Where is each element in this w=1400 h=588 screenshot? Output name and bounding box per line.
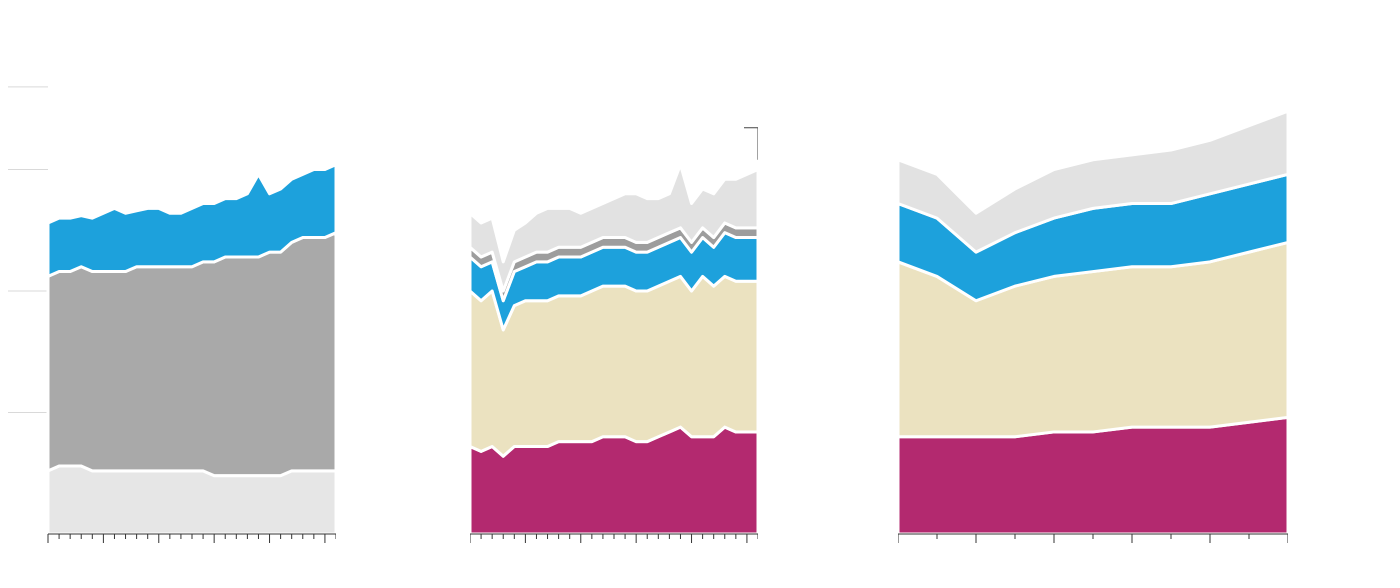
panel-svg-middle — [470, 48, 758, 545]
chart-canvas — [0, 0, 1400, 588]
panel-svg-right — [898, 48, 1288, 545]
panel-right — [898, 48, 1288, 545]
panel-left — [8, 48, 336, 545]
annotation-hook — [744, 128, 758, 160]
panel-middle — [470, 48, 758, 545]
panel-svg-left — [8, 48, 336, 545]
series-pale-gray — [48, 466, 336, 534]
